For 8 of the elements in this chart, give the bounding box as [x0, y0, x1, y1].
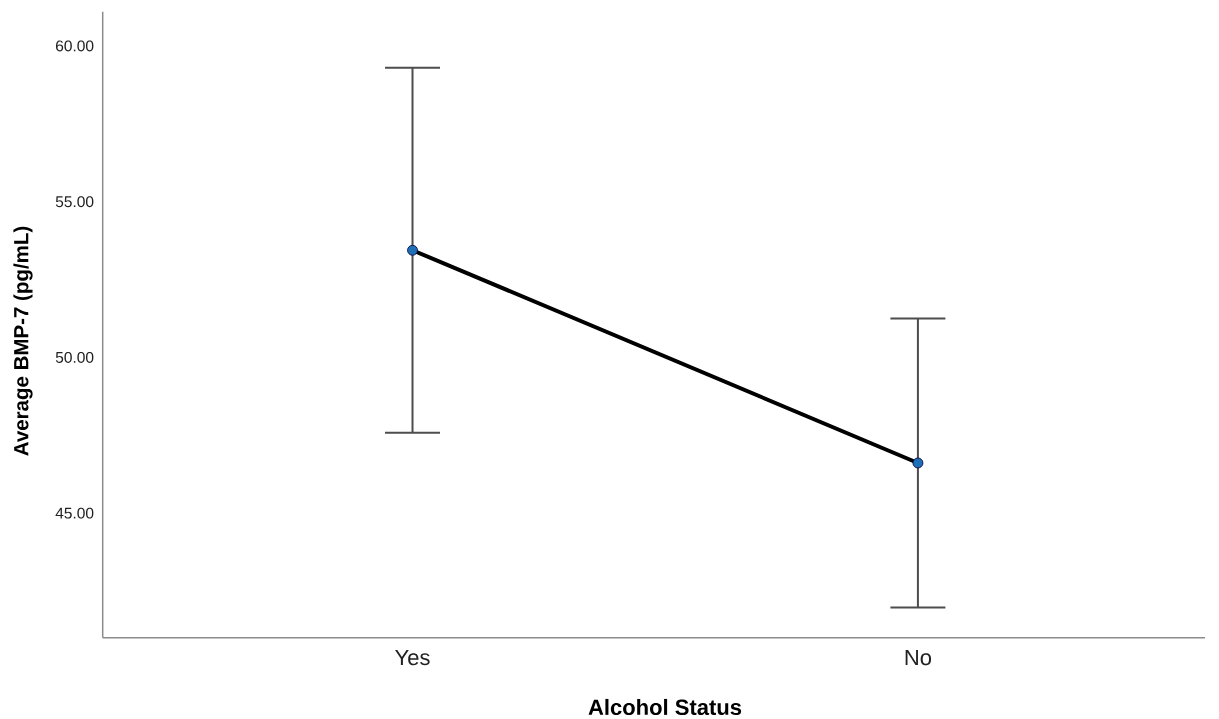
y-tick-label: 50.00 — [55, 351, 94, 363]
x-tick-label: No — [905, 649, 932, 666]
y-tick-label: 60.00 — [55, 40, 94, 52]
y-axis-title: Average BMP-7 (pg/mL) — [13, 226, 33, 456]
x-tick-label: Yes — [395, 649, 430, 666]
y-tick-label: 45.00 — [55, 507, 94, 519]
y-tick-label: 55.00 — [55, 196, 94, 208]
x-axis-title: Alcohol Status — [588, 698, 742, 716]
